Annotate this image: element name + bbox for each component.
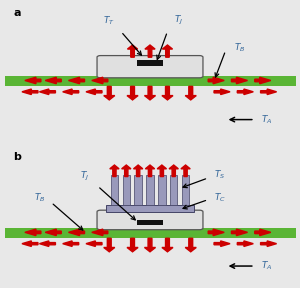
- Bar: [4, 228, 296, 238]
- FancyArrow shape: [214, 89, 230, 94]
- FancyArrow shape: [255, 229, 271, 236]
- FancyArrow shape: [162, 86, 173, 100]
- Bar: [4, 76, 296, 86]
- FancyArrow shape: [86, 89, 102, 94]
- Bar: [182, 175, 189, 205]
- FancyArrow shape: [214, 241, 230, 247]
- FancyArrow shape: [86, 241, 102, 247]
- FancyBboxPatch shape: [97, 210, 203, 230]
- Bar: [122, 175, 130, 205]
- FancyArrow shape: [92, 229, 108, 236]
- Bar: [170, 175, 178, 205]
- FancyArrow shape: [68, 77, 85, 84]
- Text: $T_B$: $T_B$: [34, 192, 45, 204]
- FancyArrow shape: [128, 45, 138, 57]
- FancyArrow shape: [208, 77, 224, 84]
- FancyArrow shape: [104, 238, 115, 252]
- FancyArrow shape: [208, 229, 224, 236]
- FancyArrow shape: [39, 89, 56, 94]
- Text: b: b: [13, 152, 21, 162]
- FancyArrow shape: [232, 229, 247, 236]
- FancyArrow shape: [63, 241, 79, 247]
- FancyArrow shape: [145, 86, 155, 100]
- FancyArrow shape: [122, 165, 131, 177]
- FancyArrow shape: [22, 89, 38, 94]
- FancyArrow shape: [157, 165, 167, 177]
- FancyArrow shape: [45, 229, 61, 236]
- FancyArrow shape: [185, 86, 196, 100]
- FancyArrow shape: [45, 77, 61, 84]
- FancyArrow shape: [134, 165, 143, 177]
- FancyArrow shape: [104, 86, 115, 100]
- Text: $T_A$: $T_A$: [261, 113, 272, 126]
- FancyArrow shape: [145, 45, 155, 57]
- FancyArrow shape: [92, 77, 108, 84]
- FancyBboxPatch shape: [97, 56, 203, 78]
- FancyArrow shape: [68, 229, 85, 236]
- Text: $T_T$: $T_T$: [103, 15, 115, 27]
- FancyArrow shape: [63, 89, 79, 94]
- FancyArrow shape: [127, 238, 138, 252]
- FancyArrow shape: [237, 89, 253, 94]
- FancyArrow shape: [261, 241, 277, 247]
- FancyArrow shape: [169, 165, 178, 177]
- Bar: [137, 60, 163, 66]
- Bar: [137, 220, 163, 226]
- FancyArrow shape: [261, 89, 277, 94]
- FancyArrow shape: [25, 229, 41, 236]
- Text: $T_A$: $T_A$: [261, 260, 272, 272]
- Bar: [158, 175, 166, 205]
- Text: a: a: [13, 8, 21, 18]
- FancyArrow shape: [237, 241, 253, 247]
- Text: $T_B$: $T_B$: [234, 41, 246, 54]
- FancyArrow shape: [145, 238, 155, 252]
- FancyArrow shape: [181, 165, 190, 177]
- FancyArrow shape: [39, 241, 56, 247]
- FancyArrow shape: [25, 77, 41, 84]
- Text: $T_J$: $T_J$: [175, 14, 184, 27]
- Bar: [146, 175, 154, 205]
- Text: $T_S$: $T_S$: [214, 169, 225, 181]
- Bar: [111, 175, 118, 205]
- Text: $T_C$: $T_C$: [214, 192, 226, 204]
- FancyArrow shape: [255, 77, 271, 84]
- Bar: [106, 205, 194, 212]
- FancyArrow shape: [162, 45, 172, 57]
- FancyArrow shape: [232, 77, 247, 84]
- Text: $T_J$: $T_J$: [80, 170, 89, 183]
- FancyArrow shape: [127, 86, 138, 100]
- Bar: [134, 175, 142, 205]
- FancyArrow shape: [145, 165, 155, 177]
- FancyArrow shape: [110, 165, 119, 177]
- FancyArrow shape: [162, 238, 173, 252]
- FancyArrow shape: [185, 238, 196, 252]
- FancyArrow shape: [22, 241, 38, 247]
